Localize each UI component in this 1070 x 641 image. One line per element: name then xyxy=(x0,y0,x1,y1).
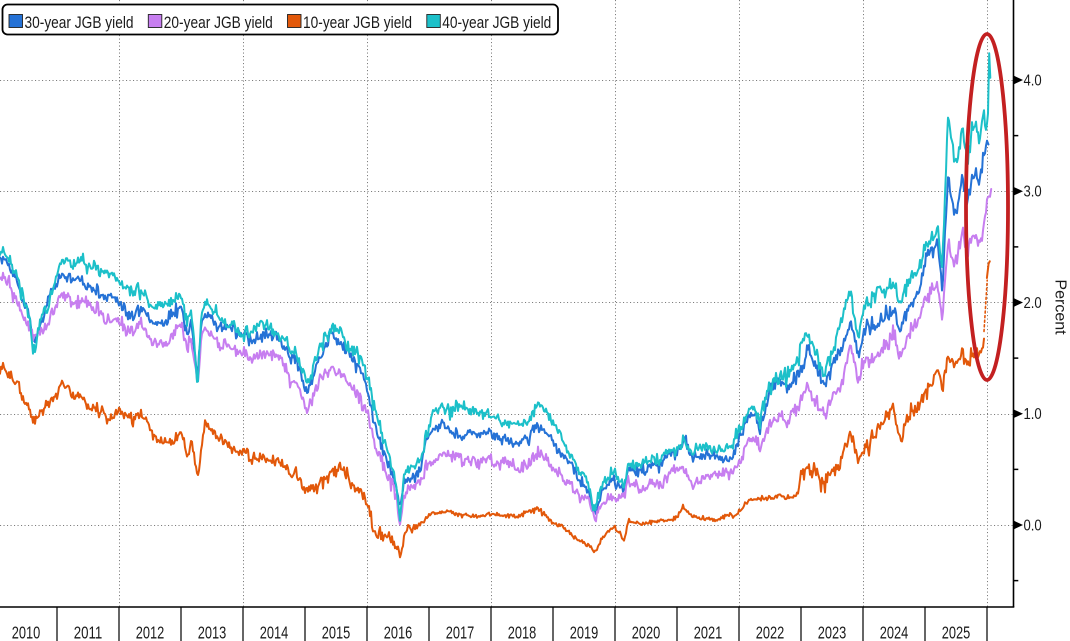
svg-text:2016: 2016 xyxy=(384,623,413,641)
svg-text:10-year JGB yield: 10-year JGB yield xyxy=(303,14,412,32)
svg-text:40-year JGB yield: 40-year JGB yield xyxy=(442,14,551,32)
svg-text:2013: 2013 xyxy=(198,623,227,641)
svg-text:1.0: 1.0 xyxy=(1024,406,1043,423)
svg-text:3.0: 3.0 xyxy=(1024,184,1043,201)
svg-text:2022: 2022 xyxy=(756,623,785,641)
svg-text:20-year JGB yield: 20-year JGB yield xyxy=(164,14,273,32)
svg-text:2015: 2015 xyxy=(322,623,351,641)
svg-text:2019: 2019 xyxy=(570,623,599,641)
svg-text:30-year JGB yield: 30-year JGB yield xyxy=(25,14,134,32)
svg-text:2017: 2017 xyxy=(446,623,475,641)
svg-text:2023: 2023 xyxy=(818,623,847,641)
svg-text:2020: 2020 xyxy=(632,623,661,641)
svg-text:2021: 2021 xyxy=(694,623,723,641)
svg-text:2010: 2010 xyxy=(12,623,41,641)
svg-text:4.0: 4.0 xyxy=(1024,72,1043,89)
svg-text:2025: 2025 xyxy=(942,623,971,641)
svg-text:2011: 2011 xyxy=(74,623,103,641)
svg-text:2.0: 2.0 xyxy=(1024,295,1043,312)
svg-text:2012: 2012 xyxy=(136,623,165,641)
svg-text:2018: 2018 xyxy=(508,623,537,641)
svg-text:2014: 2014 xyxy=(260,623,289,641)
svg-text:Percent: Percent xyxy=(1052,279,1069,335)
svg-text:0.0: 0.0 xyxy=(1024,517,1043,534)
svg-text:2024: 2024 xyxy=(880,623,909,641)
